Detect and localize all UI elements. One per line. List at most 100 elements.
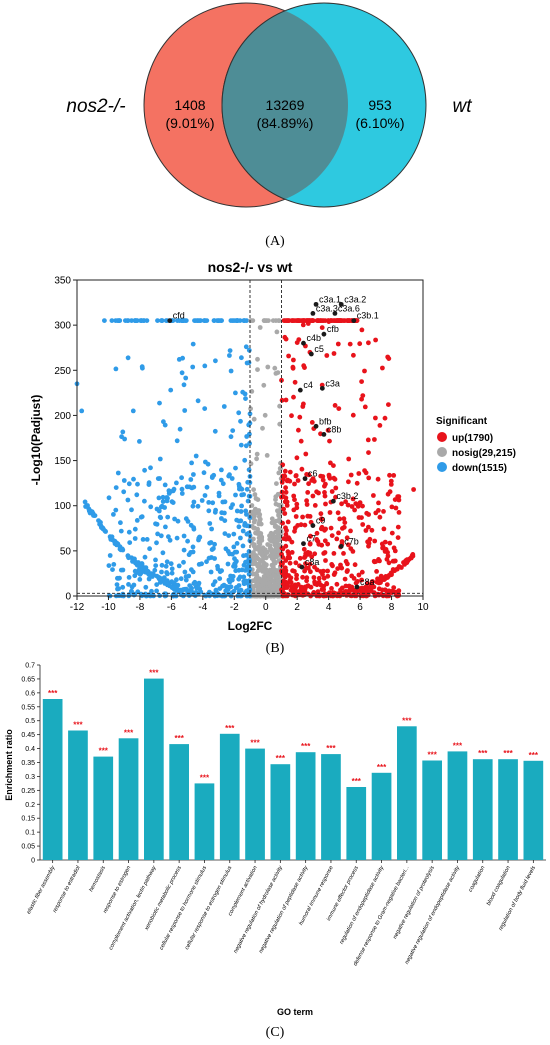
volcano-point-nosig: [273, 371, 279, 376]
volcano-point-down: [246, 523, 252, 529]
volcano-point-up: [329, 562, 335, 567]
volcano-point-up: [312, 581, 318, 587]
volcano-ylabel: -Log10(Padjust): [29, 395, 43, 486]
volcano-point-up: [296, 427, 301, 433]
bar-category-label: defense response to Gram-negative bacter…: [353, 865, 411, 967]
volcano-point-down: [148, 465, 153, 471]
volcano-point-up: [318, 511, 324, 517]
volcano-point-down: [187, 484, 192, 490]
gene-label: bfb: [319, 416, 332, 426]
volcano-point-down: [242, 457, 248, 463]
volcano-point-up: [341, 516, 347, 522]
highlighted-gene-point: [301, 541, 306, 547]
venn-overlap-count: 13269: [266, 97, 305, 113]
volcano-point-up: [353, 501, 359, 506]
bar-y-tick-label: 0.05: [21, 844, 35, 851]
volcano-point-up: [384, 582, 390, 587]
highlighted-gene-point: [297, 387, 303, 393]
gene-label: c8a: [360, 577, 375, 587]
volcano-point-up: [287, 478, 293, 484]
volcano-point-down: [125, 553, 131, 559]
volcano-point-up: [294, 455, 300, 461]
bar-y-tick-label: 0.15: [21, 816, 35, 823]
volcano-point-up: [325, 541, 331, 547]
volcano-point-down: [163, 524, 168, 530]
bar-category-label: complement activation: [227, 865, 258, 917]
volcano-point-down: [182, 586, 188, 592]
highlighted-gene-point: [321, 331, 327, 337]
volcano-point-up: [339, 501, 344, 507]
volcano-point-up: [297, 555, 303, 561]
volcano-point-nosig: [248, 318, 254, 323]
volcano-point-up: [396, 588, 402, 594]
volcano-point-nosig: [272, 538, 278, 543]
volcano-point-nosig: [275, 578, 281, 584]
volcano-point-down: [160, 550, 166, 556]
volcano-point-down: [140, 365, 145, 371]
volcano-point-down: [227, 348, 233, 353]
volcano-point-down: [189, 460, 195, 466]
volcano-point-up: [369, 584, 375, 589]
volcano-point-up: [388, 482, 394, 487]
volcano-point-up: [386, 560, 392, 566]
volcano-point-down: [234, 541, 240, 546]
volcano-point-up: [359, 379, 364, 384]
bar-y-tick-label: 0.35: [21, 760, 35, 767]
y-tick-label: 350: [54, 276, 71, 287]
volcano-point-up: [385, 574, 391, 580]
legend-down-label: down(1515): [452, 463, 507, 474]
volcano-point-up: [357, 341, 363, 347]
volcano-point-down: [118, 528, 124, 534]
volcano-point-up: [287, 577, 293, 583]
x-tick-label: 4: [326, 602, 332, 613]
volcano-point-up: [297, 414, 303, 420]
volcano-point-up: [345, 502, 351, 508]
volcano-point-up: [325, 573, 331, 579]
volcano-point-up: [352, 562, 358, 568]
volcano-point-up: [334, 536, 340, 542]
highlighted-gene-point: [301, 340, 306, 346]
bar: [144, 678, 164, 860]
volcano-point-up: [283, 485, 288, 491]
volcano-point-down: [204, 484, 210, 490]
highlighted-gene-point: [338, 301, 344, 307]
volcano-point-down: [190, 503, 196, 509]
x-tick-label: 6: [357, 602, 363, 613]
volcano-point-up: [294, 572, 299, 578]
volcano-point-up: [319, 524, 325, 530]
volcano-point-down: [222, 499, 228, 505]
volcano-point-nosig: [250, 571, 256, 577]
volcano-point-up: [391, 585, 397, 590]
volcano-point-down: [238, 418, 243, 424]
volcano-point-up: [323, 526, 328, 532]
volcano-point-nosig: [251, 550, 256, 555]
volcano-point-down: [244, 360, 250, 366]
volcano-point-nosig: [276, 318, 282, 323]
volcano-point-up: [322, 493, 328, 499]
volcano-point-down: [154, 582, 160, 587]
volcano-point-up: [348, 587, 354, 593]
volcano-point-nosig: [259, 579, 265, 584]
volcano-point-down: [118, 567, 124, 573]
volcano-point-up: [364, 510, 370, 516]
volcano-point-up: [324, 353, 330, 358]
volcano-point-up: [392, 568, 397, 574]
volcano-point-down: [160, 494, 166, 500]
volcano-point-up: [304, 502, 310, 507]
volcano-point-down: [135, 481, 140, 487]
volcano-point-down: [167, 583, 173, 589]
volcano-point-up: [322, 538, 328, 544]
volcano-point-nosig: [260, 425, 265, 431]
volcano-point-down: [220, 481, 226, 487]
volcano-point-up: [347, 318, 353, 323]
volcano-point-up: [362, 368, 367, 374]
volcano-point-down: [183, 574, 189, 579]
volcano-point-up: [395, 524, 401, 530]
volcano-point-up: [314, 489, 319, 495]
volcano-point-down: [133, 559, 138, 565]
volcano-point-up: [341, 551, 346, 556]
volcano-point-down: [162, 591, 168, 597]
volcano-point-nosig: [251, 416, 257, 422]
bar: [93, 756, 114, 860]
volcano-point-up: [354, 480, 360, 486]
